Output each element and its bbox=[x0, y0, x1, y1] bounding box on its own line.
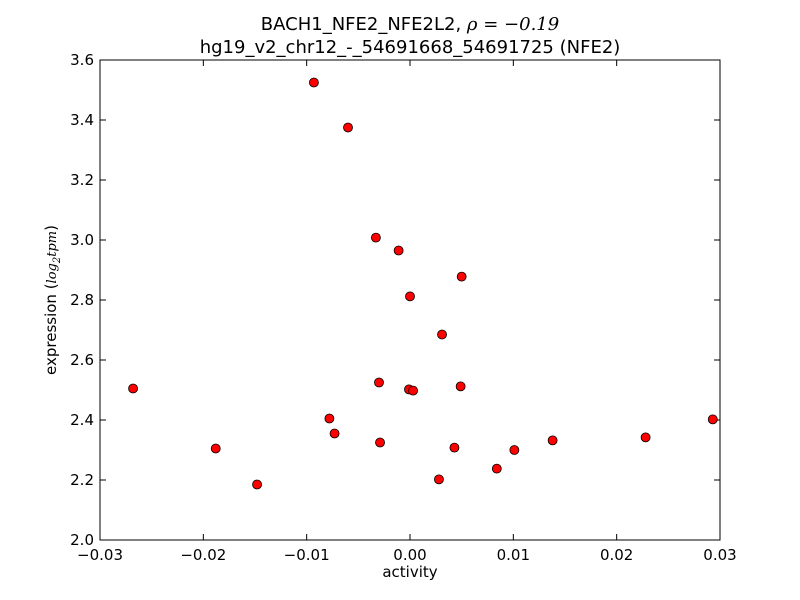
x-tick-labels: −0.03 −0.02 −0.01 0.00 0.01 0.02 0.03 bbox=[77, 546, 737, 564]
y-axis-label-sub: 2 bbox=[52, 257, 63, 264]
data-point bbox=[324, 413, 335, 424]
chart-title-line2: hg19_v2_chr12_-_54691668_54691725 (NFE2) bbox=[200, 37, 621, 58]
data-point bbox=[405, 291, 415, 302]
y-tick-label: 3.2 bbox=[70, 171, 94, 189]
y-tick-label: 2.2 bbox=[70, 471, 94, 489]
data-point bbox=[434, 474, 444, 485]
y-axis-label: expression (log2tpm) bbox=[42, 225, 63, 375]
data-point bbox=[509, 445, 520, 455]
data-point bbox=[455, 381, 466, 392]
y-tick-label: 3.0 bbox=[70, 231, 94, 249]
chart-title-rho: ρ = −0.19 bbox=[466, 14, 559, 35]
data-point bbox=[370, 232, 381, 243]
y-axis-label-log: log bbox=[45, 263, 60, 283]
data-point bbox=[456, 271, 467, 282]
y-tick-label: 2.6 bbox=[70, 351, 94, 369]
y-axis-label-prefix: expression ( bbox=[42, 283, 60, 375]
axis-ticks bbox=[99, 59, 721, 541]
y-tick-label: 3.6 bbox=[70, 51, 94, 69]
scatter-points bbox=[128, 77, 718, 490]
data-point bbox=[329, 428, 340, 439]
data-point bbox=[547, 435, 558, 446]
x-tick-label: −0.01 bbox=[284, 546, 330, 564]
data-point bbox=[343, 122, 353, 133]
data-point bbox=[128, 383, 138, 394]
x-tick-label: −0.03 bbox=[77, 546, 123, 564]
y-tick-label: 2.0 bbox=[70, 531, 94, 549]
y-tick-labels: 2.0 2.2 2.4 2.6 2.8 3.0 3.2 3.4 3.6 bbox=[70, 51, 94, 549]
data-point bbox=[640, 432, 651, 443]
data-point bbox=[393, 245, 404, 256]
data-point bbox=[491, 463, 502, 474]
y-tick-label: 2.4 bbox=[70, 411, 94, 429]
y-tick-label: 3.4 bbox=[70, 111, 94, 129]
y-axis-label-tpm: tpm bbox=[45, 231, 60, 257]
data-point bbox=[252, 479, 262, 490]
data-point bbox=[437, 329, 447, 340]
data-point bbox=[308, 77, 319, 88]
chart-title-text: BACH1_NFE2_NFE2L2, bbox=[261, 14, 467, 35]
x-tick-label: 0.00 bbox=[393, 546, 426, 564]
y-tick-label: 2.8 bbox=[70, 291, 94, 309]
x-axis-label: activity bbox=[382, 563, 437, 581]
x-tick-label: −0.02 bbox=[180, 546, 226, 564]
y-axis-label-suffix: ) bbox=[42, 225, 60, 231]
data-point bbox=[374, 377, 384, 388]
data-point bbox=[449, 442, 460, 453]
x-tick-label: 0.03 bbox=[703, 546, 736, 564]
chart-title-line1: BACH1_NFE2_NFE2L2, ρ = −0.19 bbox=[261, 14, 559, 35]
x-tick-label: 0.02 bbox=[600, 546, 633, 564]
data-point bbox=[210, 443, 221, 454]
data-point bbox=[707, 414, 718, 425]
data-point bbox=[375, 437, 385, 448]
data-point bbox=[408, 385, 419, 396]
x-tick-label: 0.01 bbox=[497, 546, 530, 564]
